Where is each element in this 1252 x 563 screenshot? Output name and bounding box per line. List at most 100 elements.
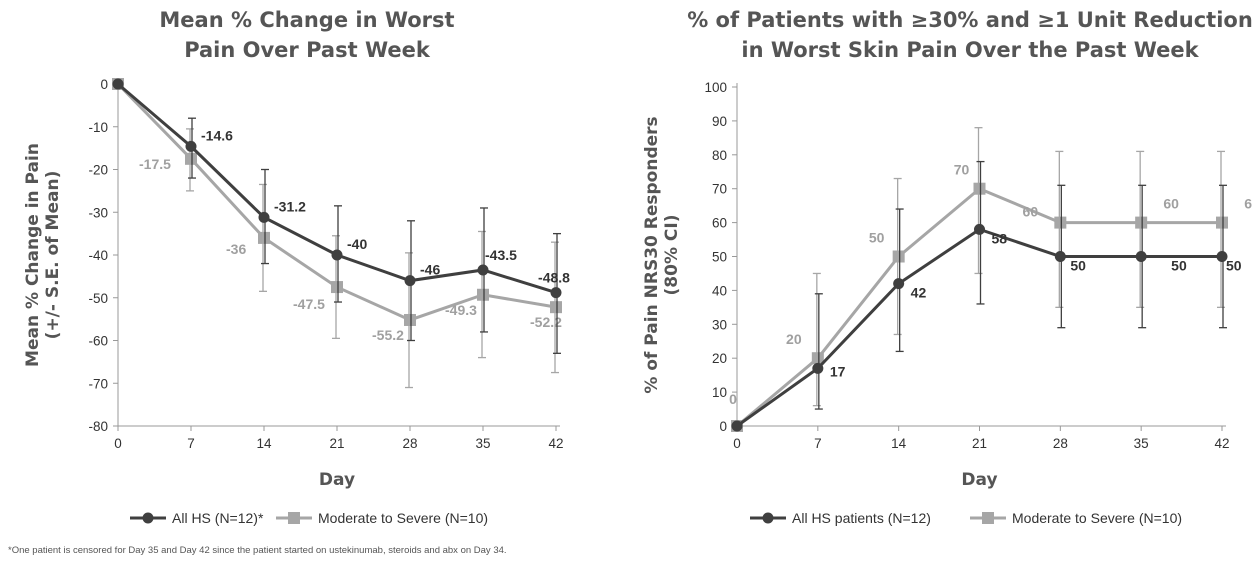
data-label: 42 — [911, 285, 927, 301]
y-tick-label: 0 — [719, 419, 727, 434]
data-label: 70 — [954, 162, 970, 178]
y-tick-label: 100 — [704, 80, 727, 95]
legend-label: Moderate to Severe (N=10) — [1012, 510, 1182, 526]
x-tick-label: 28 — [1053, 436, 1068, 451]
x-tick-label: 0 — [114, 436, 122, 451]
data-label: -43.5 — [485, 247, 517, 263]
y-tick-label: -30 — [88, 205, 108, 220]
series-2: 0 20 50 70 60 60 60 — [729, 127, 1252, 432]
data-label: 17 — [830, 363, 846, 379]
data-point — [550, 301, 562, 314]
data-label: 50 — [1171, 258, 1187, 274]
data-point — [1054, 216, 1067, 229]
data-label: -36 — [226, 241, 246, 257]
series-line — [736, 227, 1222, 428]
data-label: 60 — [1023, 204, 1039, 220]
data-label: -55.2 — [372, 327, 404, 343]
y-tick-label: -80 — [88, 419, 108, 434]
chart-title-line: Pain Over Past Week — [184, 38, 431, 62]
y-tick-label: 80 — [712, 148, 727, 163]
legend-label: All HS patients (N=12) — [792, 510, 931, 526]
y-axis-title-line: (80% CI) — [662, 215, 682, 296]
y-axis-title-line: % of Pain NRS30 Responders — [642, 116, 662, 393]
x-tick-label: 35 — [1134, 436, 1149, 451]
y-tick-label: 60 — [712, 216, 727, 231]
data-point — [550, 287, 562, 299]
data-point — [1054, 251, 1066, 262]
x-tick-label: 14 — [891, 436, 907, 451]
legend: All HS (N=12)* Moderate to Severe (N=10) — [130, 510, 488, 526]
data-point — [812, 362, 824, 374]
y-tick-label: -40 — [88, 248, 108, 263]
chart-1: Mean % Change in Worst Pain Over Past Wee… — [23, 8, 570, 526]
data-label: 50 — [1226, 258, 1242, 274]
y-axis-title-line: Mean % Change in Pain — [23, 143, 43, 367]
chart-title-line: % of Patients with ≥30% and ≥1 Unit Redu… — [687, 8, 1252, 32]
data-point — [185, 140, 197, 152]
x-tick-label: 42 — [548, 436, 563, 451]
x-tick-label: 21 — [972, 436, 987, 451]
data-label: 60 — [1244, 196, 1252, 212]
data-label: -46 — [420, 262, 440, 278]
x-tick-label: 14 — [256, 436, 272, 451]
chart-title-line: in Worst Skin Pain Over the Past Week — [741, 38, 1199, 62]
data-label: -17.5 — [139, 156, 171, 172]
footnote: *One patient is censored for Day 35 and … — [8, 545, 507, 556]
y-tick-label: -20 — [88, 163, 108, 178]
data-point — [893, 278, 905, 290]
x-tick-label: 21 — [329, 436, 344, 451]
data-label: 20 — [786, 331, 802, 347]
data-point — [331, 281, 343, 294]
legend-marker — [982, 512, 994, 524]
data-label: -14.6 — [201, 127, 233, 143]
y-tick-label: 40 — [712, 283, 727, 298]
data-label: 58 — [992, 230, 1008, 246]
y-tick-label: 70 — [712, 182, 727, 197]
x-tick-label: 28 — [402, 436, 417, 451]
data-point — [185, 152, 197, 165]
data-point — [258, 211, 270, 223]
data-point — [331, 249, 343, 261]
chart-2: % of Patients with ≥30% and ≥1 Unit Redu… — [642, 8, 1252, 526]
data-label: 50 — [869, 230, 885, 246]
y-axis-title-line: (+/- S.E. of Mean) — [43, 171, 63, 340]
legend-label: Moderate to Severe (N=10) — [318, 510, 488, 526]
data-point — [973, 182, 986, 195]
data-label: -48.8 — [538, 270, 570, 286]
x-tick-label: 35 — [475, 436, 490, 451]
data-point — [477, 264, 489, 276]
legend-label: All HS (N=12)* — [172, 510, 264, 526]
series-1: 17 42 58 50 50 50 — [731, 160, 1242, 432]
y-tick-label: 30 — [712, 317, 727, 332]
x-tick-label: 7 — [187, 436, 195, 451]
y-tick-label: 10 — [712, 385, 727, 400]
legend-marker — [142, 512, 154, 524]
series-1: -14.6 -31.2 -40 -46 -43.5 -48.8 — [112, 78, 570, 354]
x-tick-label: 42 — [1214, 436, 1229, 451]
y-tick-label: 0 — [100, 77, 108, 92]
data-label: 0 — [729, 391, 737, 407]
y-axis-title: % of Pain NRS30 Responders(80% CI) — [642, 116, 682, 393]
data-point — [731, 420, 743, 432]
x-axis-title: Day — [961, 470, 997, 490]
y-tick-label: -50 — [88, 291, 108, 306]
data-point — [1216, 216, 1228, 229]
data-label: -31.2 — [274, 198, 306, 214]
data-point — [112, 78, 124, 90]
legend-marker — [762, 512, 774, 524]
data-point — [892, 250, 905, 263]
data-point — [1216, 251, 1228, 262]
x-tick-label: 7 — [814, 436, 822, 451]
data-label: -40 — [347, 236, 367, 252]
data-point — [1135, 251, 1147, 262]
data-label: 50 — [1070, 258, 1086, 274]
legend: All HS patients (N=12) Moderate to Severe… — [750, 510, 1182, 526]
data-point — [811, 352, 824, 365]
data-point — [258, 231, 270, 244]
data-point — [974, 223, 985, 235]
data-label: -49.3 — [445, 302, 477, 318]
data-point — [477, 288, 489, 301]
y-axis-title: Mean % Change in Pain(+/- S.E. of Mean) — [23, 143, 63, 367]
y-tick-label: -70 — [88, 376, 108, 391]
